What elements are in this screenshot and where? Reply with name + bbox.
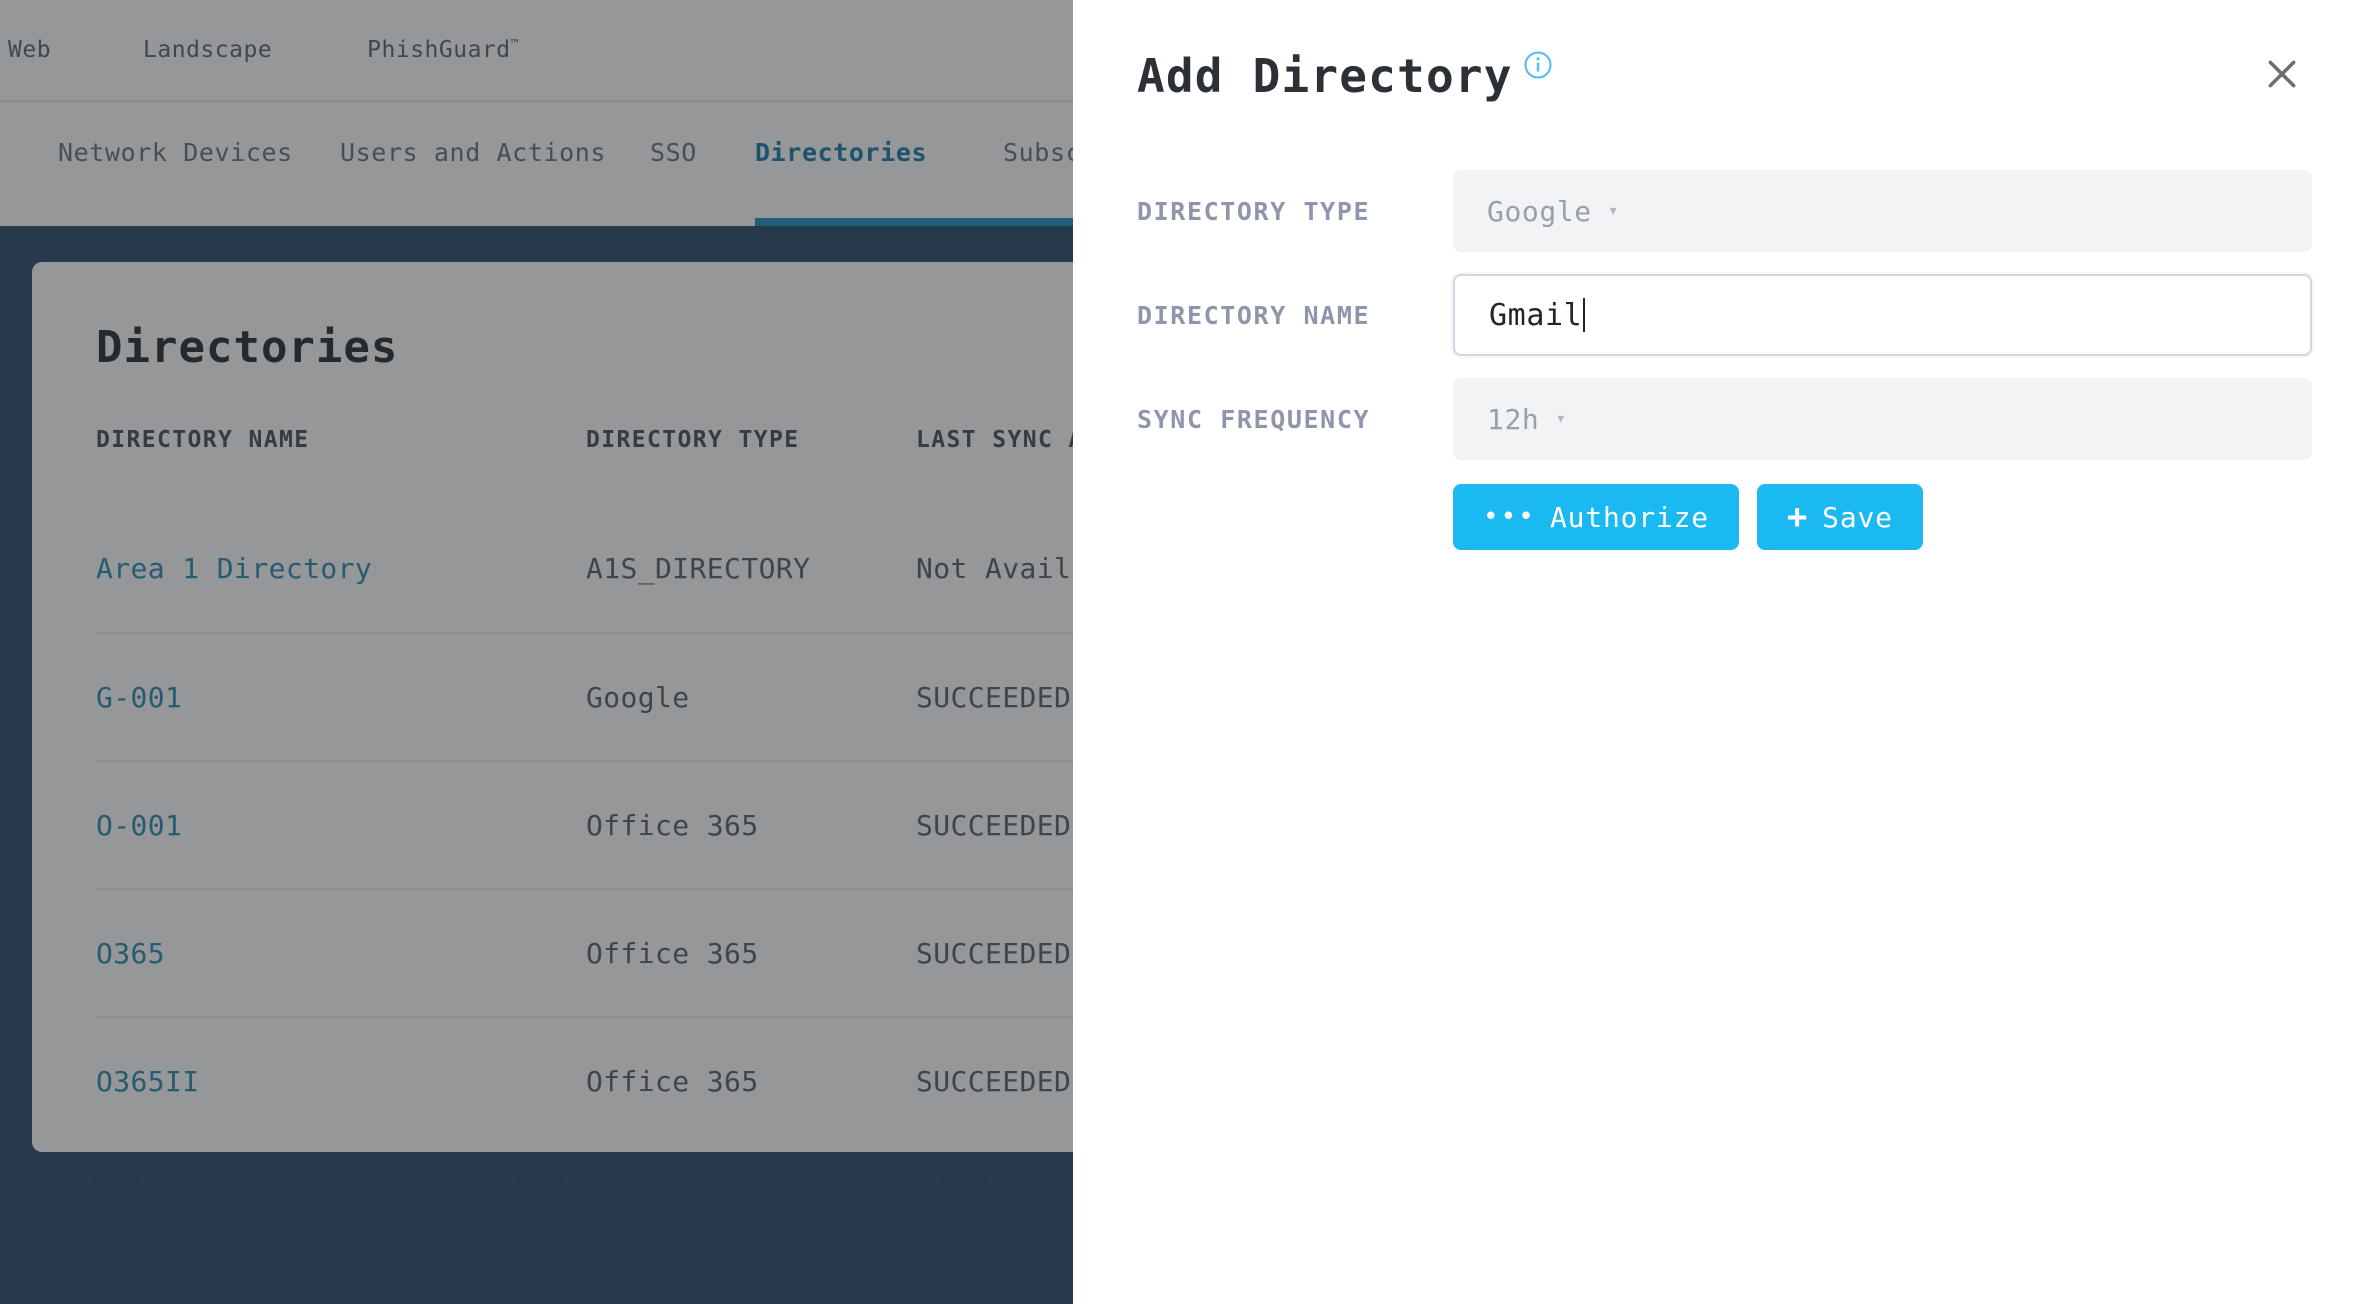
save-button-label: Save xyxy=(1822,500,1893,534)
tab-network-devices[interactable]: Network Devices xyxy=(58,138,293,167)
tab-active-underline xyxy=(755,218,1080,226)
top-nav-item-phishguard[interactable]: PhishGuard™ xyxy=(367,37,519,63)
directory-name-input[interactable]: Gmail xyxy=(1453,274,2312,356)
label-directory-name: DIRECTORY NAME xyxy=(1137,300,1371,330)
sync-frequency-select[interactable]: 12h ▾ xyxy=(1453,378,2312,460)
top-nav-item-web[interactable]: Web xyxy=(8,37,52,63)
directory-name-value: Gmail xyxy=(1489,297,1583,333)
chevron-down-icon: ▾ xyxy=(1555,408,1567,429)
trademark-symbol: ™ xyxy=(510,37,519,53)
add-directory-form: DIRECTORY TYPE Google ▾ DIRECTORY NAME G… xyxy=(1137,170,2312,550)
cell-directory-type: A1S_DIRECTORY xyxy=(586,552,811,585)
directory-type-select[interactable]: Google ▾ xyxy=(1453,170,2312,252)
table-row: Area 1 Directory A1S_DIRECTORY Not Avail… xyxy=(96,505,2176,633)
form-row-directory-type: DIRECTORY TYPE Google ▾ xyxy=(1137,170,2312,252)
tab-users-and-actions[interactable]: Users and Actions xyxy=(340,138,607,167)
plus-icon: + xyxy=(1786,497,1809,537)
modal-title: Add Directory xyxy=(1137,49,1513,103)
directory-type-value: Google xyxy=(1487,194,1592,228)
column-header-directory-name[interactable]: DIRECTORY NAME xyxy=(96,427,310,453)
sync-frequency-value: 12h xyxy=(1487,402,1540,436)
chevron-down-icon: ▾ xyxy=(1607,200,1619,221)
cell-directory-name: O365II xyxy=(96,1016,586,1145)
directory-link[interactable]: G-001 xyxy=(96,680,183,714)
cell-directory-type: Office 365 xyxy=(586,888,916,1017)
column-header-directory-type[interactable]: DIRECTORY TYPE xyxy=(586,427,800,453)
directory-link[interactable]: Area 1 Directory xyxy=(96,552,373,585)
label-sync-frequency: SYNC FREQUENCY xyxy=(1137,404,1371,434)
label-directory-type: DIRECTORY TYPE xyxy=(1137,196,1371,226)
page-title: Directories xyxy=(96,322,399,373)
top-nav-phishguard-label: PhishGuard xyxy=(367,37,511,63)
cell-directory-name: O-001 xyxy=(96,760,586,889)
form-row-directory-name: DIRECTORY NAME Gmail xyxy=(1137,274,2312,356)
ellipsis-icon: ••• xyxy=(1483,502,1536,532)
add-directory-modal: Add Directory DIRECTORY TYPE Google ▾ DI… xyxy=(1073,0,2356,1304)
close-button[interactable] xyxy=(2256,48,2308,100)
column-header-last-sync-at[interactable]: LAST SYNC AT xyxy=(916,427,1099,453)
cell-directory-type: Office 365 xyxy=(586,760,916,889)
info-circle-icon[interactable] xyxy=(1523,50,1553,80)
modal-backdrop-overlay[interactable] xyxy=(0,0,1073,1304)
form-row-sync-frequency: SYNC FREQUENCY 12h ▾ xyxy=(1137,378,2312,460)
directory-link[interactable]: O-001 xyxy=(96,808,183,842)
directory-link[interactable]: O365 xyxy=(96,936,166,970)
authorize-button-label: Authorize xyxy=(1549,500,1709,534)
cell-directory-name: G-001 xyxy=(96,632,586,761)
directory-link[interactable]: O365II xyxy=(96,1065,200,1098)
authorize-button[interactable]: ••• Authorize xyxy=(1453,484,1739,550)
text-cursor xyxy=(1583,298,1586,332)
close-icon xyxy=(2268,60,2296,88)
cell-directory-name: Area 1 Directory xyxy=(96,505,586,633)
cell-directory-type: Google xyxy=(586,632,916,761)
tab-directories[interactable]: Directories xyxy=(755,138,928,167)
modal-title-row: Add Directory xyxy=(1137,48,1553,104)
cell-directory-name: O365 xyxy=(96,888,586,1017)
tab-sso[interactable]: SSO xyxy=(650,138,697,167)
form-actions: ••• Authorize + Save xyxy=(1453,484,2312,550)
top-nav-item-landscape[interactable]: Landscape xyxy=(143,37,273,63)
cell-directory-type: Office 365 xyxy=(586,1016,916,1145)
table-header-row: DIRECTORY NAME DIRECTORY TYPE LAST SYNC … xyxy=(96,427,2176,505)
save-button[interactable]: + Save xyxy=(1756,484,1923,550)
table-header: DIRECTORY NAME DIRECTORY TYPE LAST SYNC … xyxy=(96,427,2176,505)
